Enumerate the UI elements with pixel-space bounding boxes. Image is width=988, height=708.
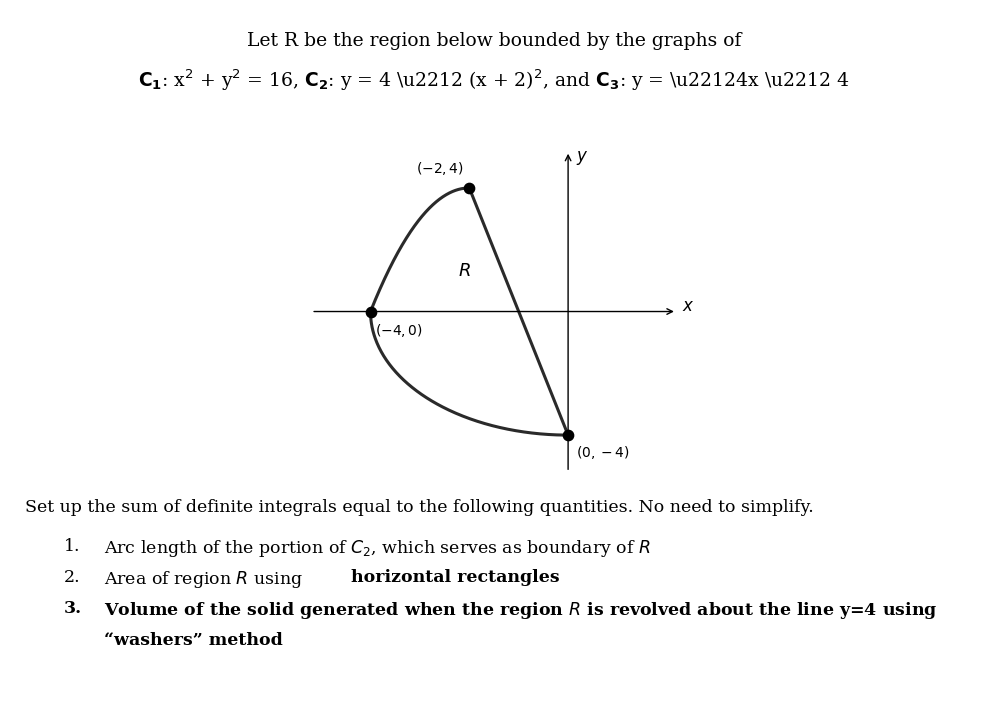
Text: “washers” method: “washers” method (104, 632, 283, 649)
Text: Volume of the solid generated when the region $R$ is revolved about the line y=4: Volume of the solid generated when the r… (104, 600, 938, 622)
Text: $y$: $y$ (575, 149, 588, 167)
Text: $(-2, 4)$: $(-2, 4)$ (416, 160, 464, 177)
Text: Area of region $R$ using: Area of region $R$ using (104, 569, 303, 590)
Text: horizontal rectangles: horizontal rectangles (351, 569, 559, 586)
Text: $(0, -4)$: $(0, -4)$ (575, 445, 629, 462)
Text: Set up the sum of definite integrals equal to the following quantities. No need : Set up the sum of definite integrals equ… (25, 499, 813, 516)
Point (363, 306, 378, 317)
Text: Arc length of the portion of $C_2$, which serves as boundary of $R$: Arc length of the portion of $C_2$, whic… (104, 538, 650, 559)
Text: $\mathbf{C_1}$: x$^2$ + y$^2$ = 16, $\mathbf{C_2}$: y = 4 \u2212 (x + 2)$^2$, an: $\mathbf{C_1}$: x$^2$ + y$^2$ = 16, $\ma… (138, 67, 850, 93)
Text: 1.: 1. (64, 538, 81, 555)
Text: Let R be the region below bounded by the graphs of: Let R be the region below bounded by the… (247, 32, 741, 50)
Text: $(-4, 0)$: $(-4, 0)$ (375, 322, 424, 339)
Point (461, 182, 477, 193)
Text: $R$: $R$ (458, 263, 470, 280)
Point (560, 430, 576, 441)
Text: 2.: 2. (64, 569, 81, 586)
Text: 3.: 3. (64, 600, 82, 617)
Text: $x$: $x$ (682, 298, 695, 315)
